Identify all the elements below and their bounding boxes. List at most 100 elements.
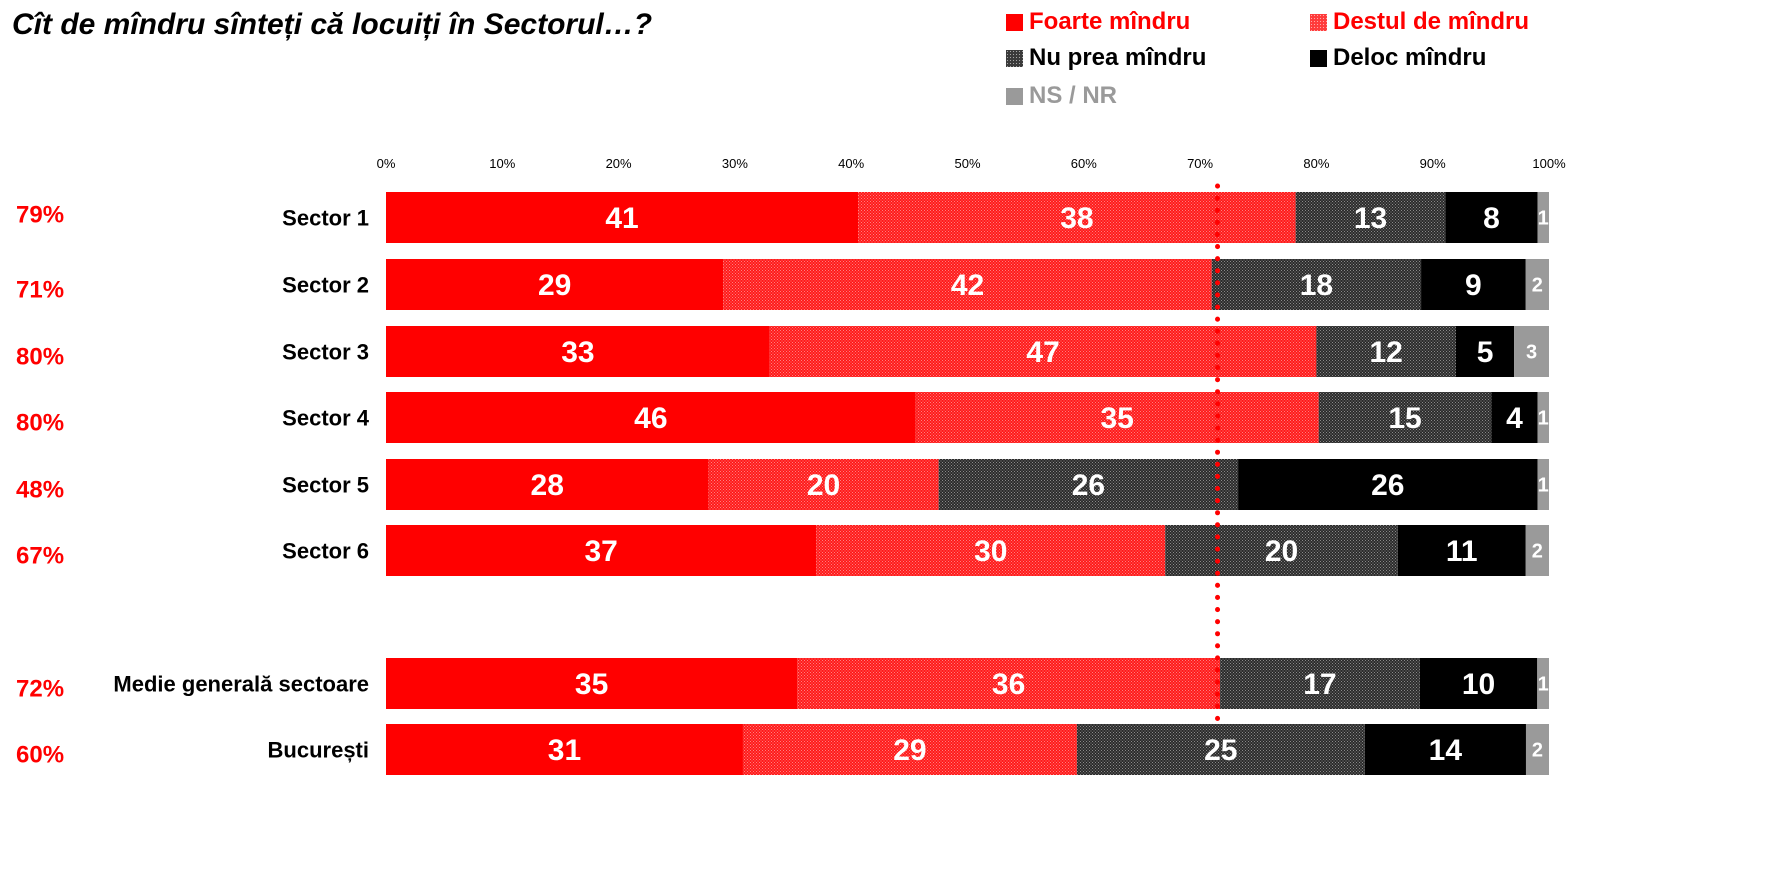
bar-segment xyxy=(915,392,1319,443)
legend-swatch xyxy=(1310,49,1327,67)
x-tick-label: 50% xyxy=(954,156,980,171)
data-label: 20 xyxy=(1265,535,1298,568)
bar-segment xyxy=(1537,192,1549,243)
x-tick-label: 40% xyxy=(838,156,864,171)
bar-segment xyxy=(1238,459,1538,510)
legend-label: Nu prea mîndru xyxy=(1029,44,1207,71)
bar-segment xyxy=(1537,658,1549,709)
x-tick-label: 20% xyxy=(606,156,632,171)
data-label: 17 xyxy=(1303,668,1336,701)
bar-segment xyxy=(386,658,798,709)
data-label: 12 xyxy=(1369,336,1402,369)
data-label: 42 xyxy=(951,269,984,302)
bar-segment xyxy=(1455,326,1515,377)
data-label: 1 xyxy=(1538,208,1549,230)
category-label: Sector 3 xyxy=(282,340,369,365)
legend-item: Deloc mîndru xyxy=(1310,44,1486,72)
chart-title: Cît de mîndru sînteți că locuiți în Sect… xyxy=(12,8,653,41)
bar-segment xyxy=(1491,392,1538,443)
legend-item: Foarte mîndru xyxy=(1006,8,1190,36)
bar-segment xyxy=(1295,192,1446,243)
bar-segment xyxy=(1318,392,1492,443)
data-label: 2 xyxy=(1532,541,1543,563)
data-label: 8 xyxy=(1483,202,1500,235)
data-label: 2 xyxy=(1532,740,1543,762)
x-tick-label: 90% xyxy=(1420,156,1446,171)
total-percent-label: 48% xyxy=(16,477,64,504)
data-label: 15 xyxy=(1388,402,1421,435)
bar-segment xyxy=(742,724,1077,775)
legend-item: Nu prea mîndru xyxy=(1006,44,1206,72)
data-label: 1 xyxy=(1538,674,1549,696)
legend-swatch xyxy=(1006,87,1023,105)
data-label: 38 xyxy=(1060,202,1093,235)
bar-segment xyxy=(386,259,724,310)
x-tick-label: 60% xyxy=(1071,156,1097,171)
legend-item: NS / NR xyxy=(1006,82,1117,110)
data-label: 10 xyxy=(1462,668,1495,701)
x-tick-label: 100% xyxy=(1532,156,1566,171)
bar-segment xyxy=(1165,525,1398,576)
data-label: 13 xyxy=(1354,202,1387,235)
bar-segment xyxy=(1525,724,1549,775)
data-label: 28 xyxy=(531,469,564,502)
total-percent-label: 80% xyxy=(16,410,64,437)
x-tick-label: 30% xyxy=(722,156,748,171)
bar-segment xyxy=(816,525,1166,576)
bar-segment xyxy=(769,326,1317,377)
category-label: Sector 4 xyxy=(282,406,370,431)
category-label: Sector 2 xyxy=(282,273,369,298)
data-label: 30 xyxy=(974,535,1007,568)
bar-segment xyxy=(1445,192,1538,243)
bar-segment xyxy=(386,459,709,510)
data-label: 3 xyxy=(1526,342,1537,364)
legend-label: Foarte mîndru xyxy=(1029,8,1191,35)
data-label: 1 xyxy=(1538,475,1549,497)
bar-segment xyxy=(938,459,1239,510)
bar-segment xyxy=(797,658,1221,709)
x-tick-label: 10% xyxy=(489,156,515,171)
total-percent-label: 71% xyxy=(16,277,64,304)
x-tick-label: 80% xyxy=(1303,156,1329,171)
legend-label: NS / NR xyxy=(1029,82,1118,109)
legend-swatch xyxy=(1310,13,1327,31)
data-label: 26 xyxy=(1072,469,1105,502)
total-percent-label: 80% xyxy=(16,344,64,371)
bar-segment xyxy=(386,724,743,775)
data-label: 29 xyxy=(893,734,926,767)
data-label: 4 xyxy=(1506,402,1523,435)
category-label: București xyxy=(268,738,369,763)
bar-segment xyxy=(1076,724,1365,775)
total-percent-label: 79% xyxy=(16,202,64,229)
data-label: 14 xyxy=(1429,734,1463,767)
x-tick-label: 0% xyxy=(377,156,396,171)
data-label: 31 xyxy=(548,734,581,767)
data-label: 11 xyxy=(1446,535,1478,568)
bar-segment xyxy=(386,392,916,443)
data-label: 33 xyxy=(561,336,594,369)
category-label: Sector 6 xyxy=(282,539,369,564)
bar-segment xyxy=(386,525,817,576)
bar-segment xyxy=(1421,259,1526,310)
bar-segment xyxy=(386,192,859,243)
data-label: 29 xyxy=(538,269,571,302)
x-tick-label: 70% xyxy=(1187,156,1213,171)
legend-item: Destul de mîndru xyxy=(1310,8,1529,36)
data-label: 25 xyxy=(1204,734,1237,767)
bar-segment xyxy=(1537,459,1549,510)
legend-swatch xyxy=(1006,13,1023,31)
data-label: 9 xyxy=(1465,269,1482,302)
data-label: 47 xyxy=(1026,336,1059,369)
bar-segment xyxy=(1537,392,1549,443)
legend-label: Destul de mîndru xyxy=(1333,8,1530,35)
data-label: 20 xyxy=(807,469,840,502)
total-percent-label: 60% xyxy=(16,742,64,769)
bar-segment xyxy=(723,259,1212,310)
data-label: 5 xyxy=(1477,336,1494,369)
data-label: 36 xyxy=(992,668,1025,701)
bar-segment xyxy=(1397,525,1526,576)
bar-segment xyxy=(1316,326,1456,377)
bar-segment xyxy=(708,459,939,510)
bar-segment xyxy=(1514,326,1549,377)
data-label: 46 xyxy=(634,402,667,435)
